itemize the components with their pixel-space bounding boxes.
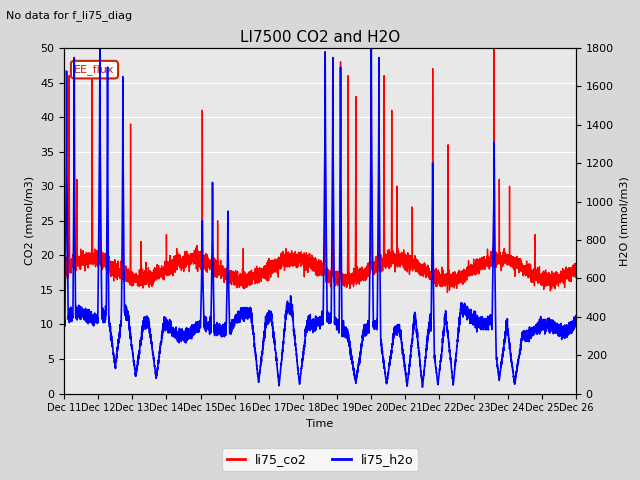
Y-axis label: CO2 (mmol/m3): CO2 (mmol/m3) [24, 176, 35, 265]
Text: EE_flux: EE_flux [74, 64, 115, 75]
Legend: li75_co2, li75_h2o: li75_co2, li75_h2o [221, 448, 419, 471]
Title: LI7500 CO2 and H2O: LI7500 CO2 and H2O [240, 30, 400, 46]
Text: No data for f_li75_diag: No data for f_li75_diag [6, 10, 132, 21]
X-axis label: Time: Time [307, 419, 333, 429]
Y-axis label: H2O (mmol/m3): H2O (mmol/m3) [620, 176, 629, 265]
